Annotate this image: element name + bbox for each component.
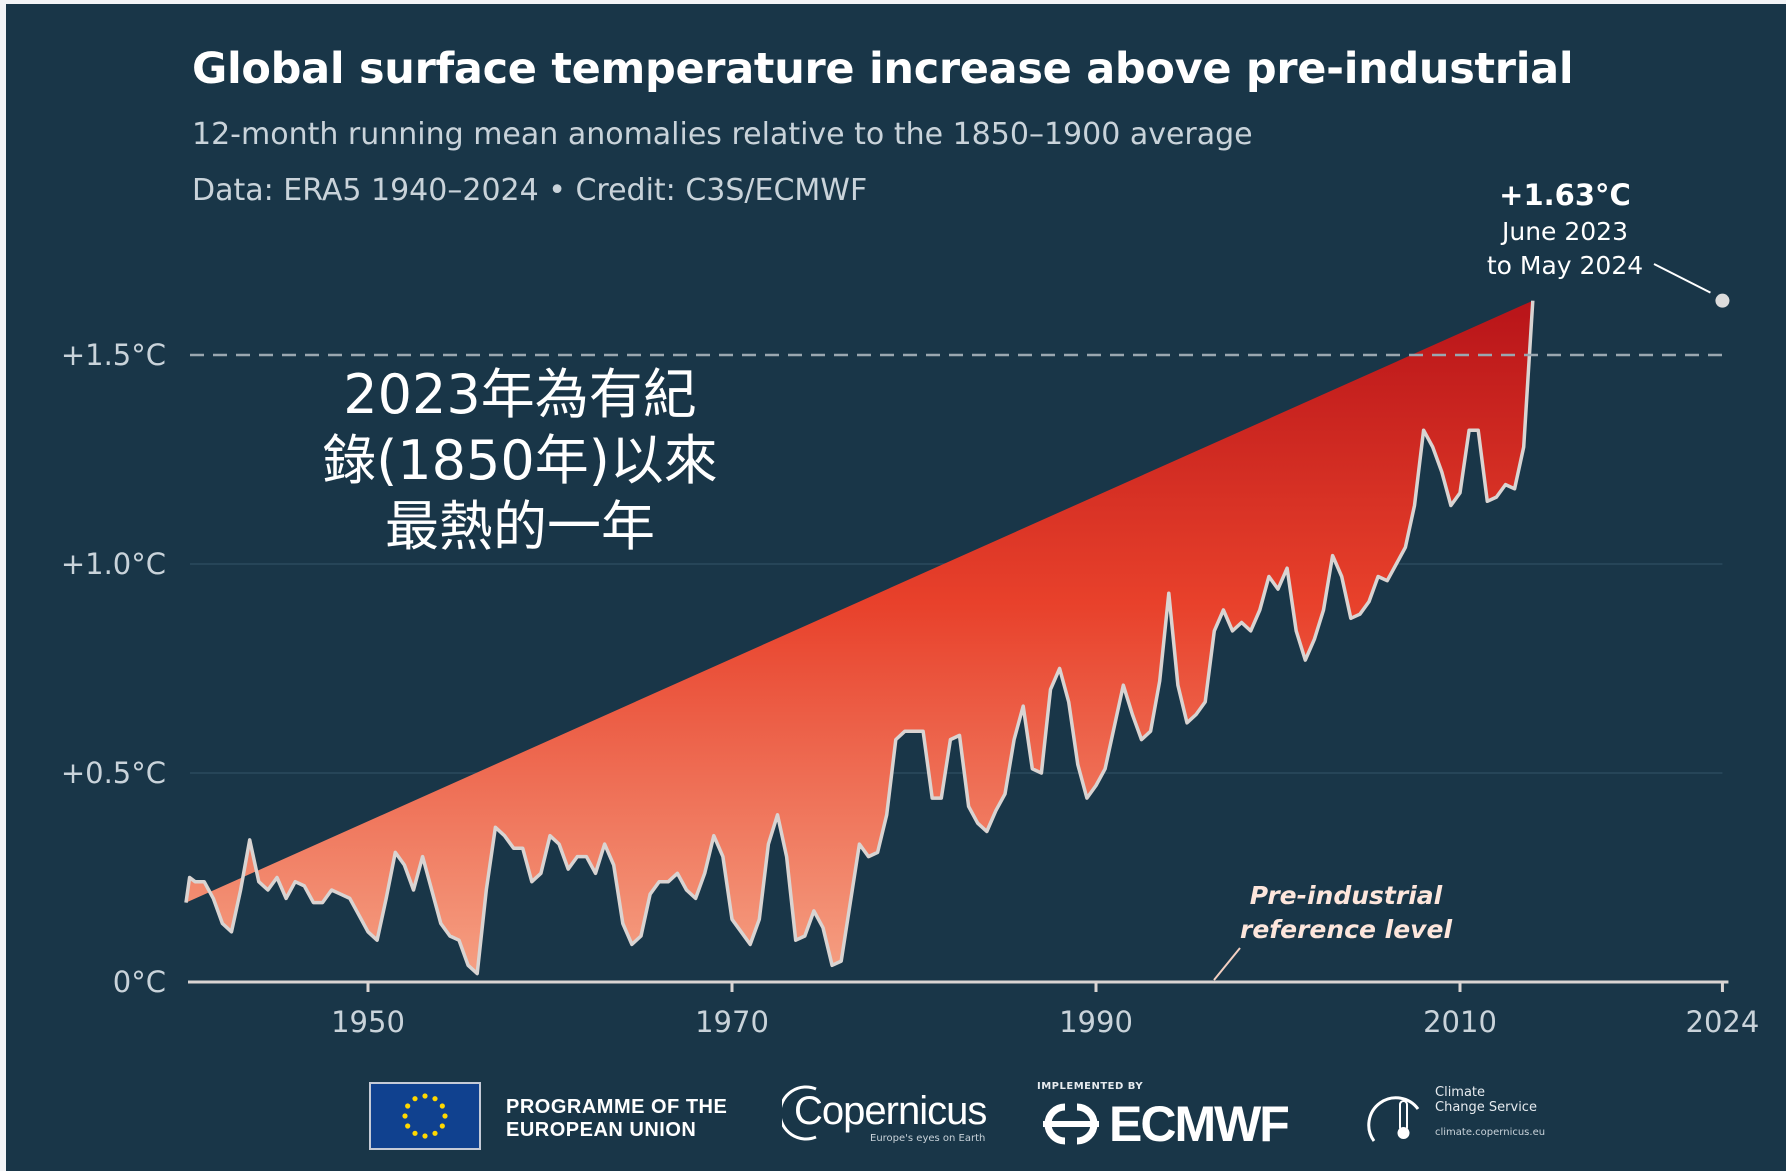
eu-star: [422, 1133, 428, 1139]
ecmwf-mark-icon: [1043, 1103, 1099, 1145]
ecmwf-wordmark: ECMWF: [1109, 1096, 1290, 1152]
c3s-url: climate.copernicus.eu: [1435, 1127, 1546, 1138]
anomaly-area: [186, 300, 1533, 974]
reference-label-2: reference level: [1240, 915, 1452, 944]
overlay-line-1: 2023年為有紀: [343, 363, 697, 426]
c3s-line-2: Change Service: [1435, 1100, 1537, 1115]
y-tick-label: +1.5°C: [61, 338, 166, 372]
y-tick-label: +0.5°C: [61, 756, 166, 790]
eu-star: [432, 1130, 438, 1136]
eu-star: [432, 1096, 438, 1102]
eu-star: [412, 1130, 418, 1136]
climate-cloud-icon: [1367, 1096, 1420, 1142]
eu-flag-icon: [369, 1082, 481, 1150]
eu-star: [405, 1123, 411, 1129]
eu-star: [402, 1113, 408, 1119]
y-tick-label: +1.0°C: [61, 547, 166, 581]
x-tick-label: 2024: [1686, 1005, 1760, 1039]
eu-star: [439, 1123, 445, 1129]
peak-period-label-2: to May 2024: [1487, 251, 1643, 280]
eu-star: [422, 1093, 428, 1099]
eu-star: [405, 1103, 411, 1109]
ecmwf-logo: IMPLEMENTED BY ECMWF: [1033, 1081, 1313, 1152]
y-tick-label: 0°C: [113, 965, 166, 999]
overlay-line-3: 最熱的一年: [385, 495, 655, 558]
chart-title: Global surface temperature increase abov…: [192, 44, 1574, 94]
peak-period-label-1: June 2023: [1500, 217, 1628, 246]
eu-star: [412, 1096, 418, 1102]
eu-programme-label: PROGRAMME OF THE EUROPEAN UNION: [506, 1096, 727, 1142]
eu-line-1: PROGRAMME OF THE: [506, 1096, 728, 1118]
eu-star: [442, 1113, 448, 1119]
anomaly-line: [184, 300, 1535, 976]
c3s-logo: Climate Change Service climate.copernicu…: [1360, 1083, 1590, 1153]
x-tick-label: 1950: [331, 1005, 405, 1039]
footer-logos: PROGRAMME OF THE EUROPEAN UNION Copernic…: [0, 1075, 1786, 1171]
x-tick-label: 1970: [695, 1005, 769, 1039]
copernicus-tagline: Europe's eyes on Earth: [870, 1133, 986, 1144]
overlay-line-2: 錄(1850年)以來: [322, 429, 718, 492]
reference-leader-line: [1213, 947, 1241, 981]
data-credit: Data: ERA5 1940–2024 • Credit: C3S/ECMWF: [192, 173, 868, 208]
copernicus-wordmark: Copernicus: [794, 1089, 987, 1133]
eu-stars-icon: [402, 1093, 448, 1139]
chart-subtitle: 12-month running mean anomalies relative…: [192, 117, 1253, 152]
peak-value-label: +1.63°C: [1499, 178, 1631, 212]
overlay-caption: 2023年為有紀 錄(1850年)以來 最熱的一年: [260, 362, 780, 560]
eu-star: [439, 1103, 445, 1109]
reference-label-1: Pre-industrial: [1250, 881, 1443, 910]
peak-marker: [1715, 293, 1730, 308]
x-tick-label: 2010: [1423, 1005, 1497, 1039]
c3s-name: Climate Change Service: [1435, 1085, 1537, 1115]
copernicus-logo: Copernicus Europe's eyes on Earth: [782, 1081, 990, 1151]
peak-leader-line: [1653, 263, 1711, 294]
copernicus-arc-icon: [782, 1085, 817, 1141]
implemented-by-label: IMPLEMENTED BY: [1037, 1081, 1144, 1092]
c3s-line-1: Climate: [1435, 1085, 1486, 1100]
eu-line-2: EUROPEAN UNION: [506, 1119, 697, 1141]
x-tick-label: 1990: [1059, 1005, 1133, 1039]
